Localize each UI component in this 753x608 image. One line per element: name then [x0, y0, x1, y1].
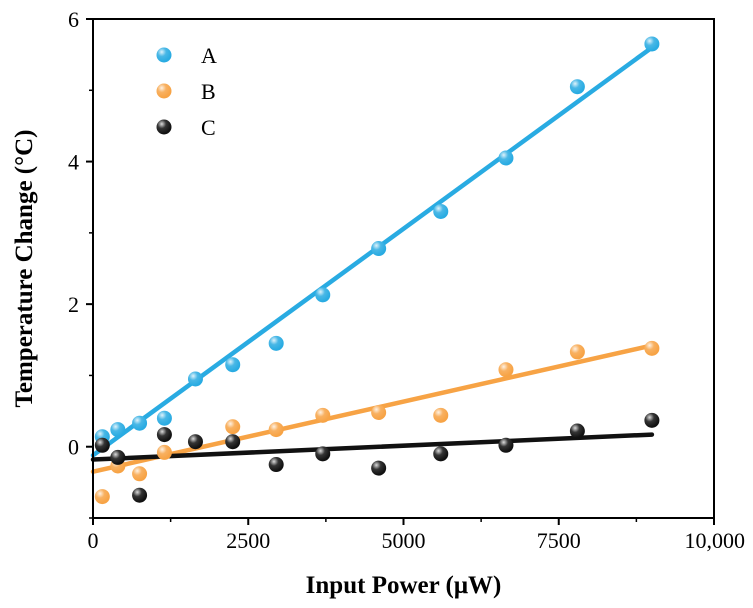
legend-marker-a	[156, 47, 172, 63]
data-point-a	[498, 150, 514, 166]
x-tick-label: 0	[88, 528, 99, 553]
data-point-c	[110, 449, 126, 465]
data-point-b	[268, 422, 284, 438]
y-tick-label: 0	[68, 435, 79, 460]
fit-lines	[90, 45, 655, 474]
data-point-b	[132, 466, 148, 482]
data-point-b	[498, 362, 514, 378]
data-point-b	[225, 419, 241, 435]
data-point-a	[187, 371, 203, 387]
data-point-c	[569, 423, 585, 439]
y-tick-label: 6	[68, 7, 79, 32]
data-point-b	[315, 407, 331, 423]
y-axis-title: Temperature Change (°C)	[11, 129, 38, 407]
data-point-a	[156, 410, 172, 426]
data-point-a	[433, 203, 449, 219]
legend: ABC	[156, 43, 217, 140]
data-point-c	[644, 412, 660, 428]
data-point-c	[187, 434, 203, 450]
data-point-c	[433, 446, 449, 462]
legend-label-a: A	[201, 43, 217, 68]
data-point-c	[225, 434, 241, 450]
x-tick-label: 2500	[226, 528, 270, 553]
data-point-a	[644, 36, 660, 52]
data-points	[94, 36, 660, 505]
data-point-c	[94, 437, 110, 453]
fit-line-c	[90, 432, 655, 462]
data-point-a	[315, 287, 331, 303]
data-point-c	[371, 460, 387, 476]
plot-frame	[92, 18, 715, 519]
data-point-c	[268, 457, 284, 473]
data-point-a	[132, 415, 148, 431]
data-point-b	[371, 404, 387, 420]
x-tick-label: 10,000	[685, 528, 746, 553]
data-point-a	[371, 241, 387, 257]
data-point-b	[433, 407, 449, 423]
legend-marker-b	[156, 83, 172, 99]
data-point-b	[156, 444, 172, 460]
y-tick-label: 2	[68, 292, 79, 317]
data-point-b	[94, 489, 110, 505]
data-point-c	[315, 446, 331, 462]
data-point-a	[569, 79, 585, 95]
legend-label-c: C	[201, 115, 216, 140]
legend-marker-c	[156, 119, 172, 135]
data-point-c	[156, 427, 172, 443]
data-point-a	[225, 357, 241, 373]
data-point-c	[132, 487, 148, 503]
legend-label-b: B	[201, 79, 216, 104]
x-tick-label: 5000	[382, 528, 426, 553]
data-point-a	[268, 335, 284, 351]
x-axis-title: Input Power (μW)	[306, 572, 502, 599]
data-point-b	[644, 340, 660, 356]
data-point-a	[110, 422, 126, 438]
y-tick-label: 4	[68, 150, 79, 175]
data-point-c	[498, 437, 514, 453]
x-tick-label: 7500	[537, 528, 581, 553]
data-point-b	[569, 344, 585, 360]
axis-ticks: 0 2500 5000 7500 10,000 0 2 4 6	[68, 7, 745, 553]
